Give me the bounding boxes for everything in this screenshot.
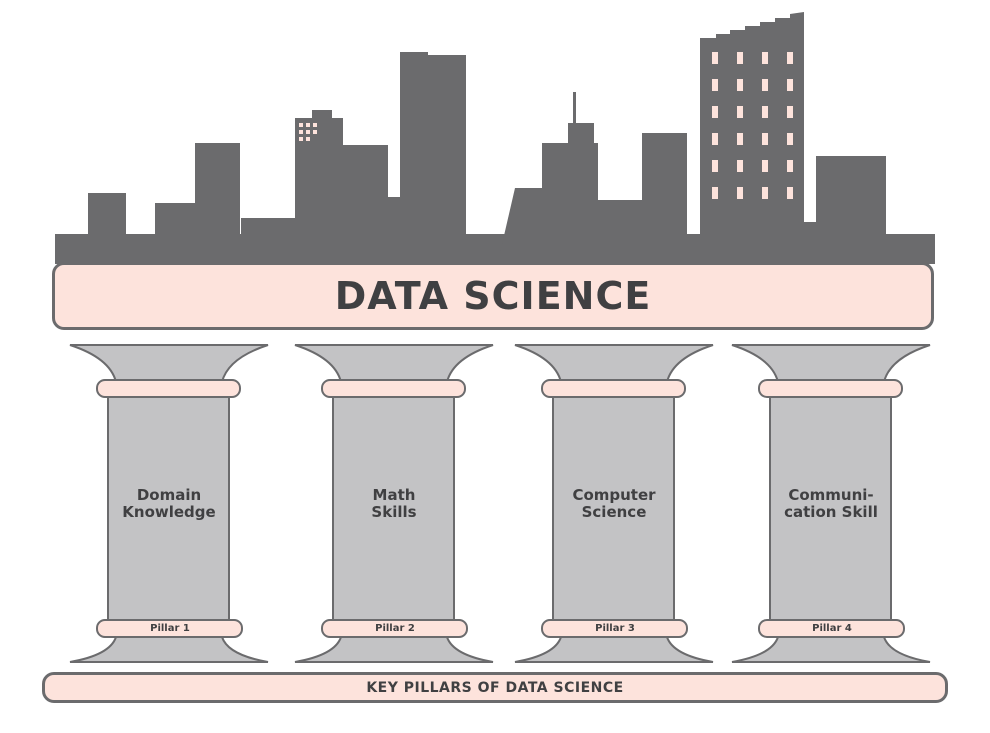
pillar-1-shape [69, 344, 269, 663]
pillar-2-shape [294, 344, 494, 663]
diagram-title: DATA SCIENCE [334, 274, 652, 318]
pillar-3-shape [514, 344, 714, 663]
pillar-3-number: Pillar 3 [595, 623, 635, 634]
title-banner: DATA SCIENCE [52, 262, 934, 330]
pillar-1-label: Domain Knowledge [122, 486, 216, 521]
pillar-2-label: Math Skills [371, 486, 417, 521]
pillar-1-number: Pillar 1 [150, 623, 190, 634]
building-windows-tall [712, 52, 793, 199]
building-windows-small [299, 123, 317, 141]
pillar-4-label: Communi- cation Skill [784, 486, 878, 521]
footer-caption: KEY PILLARS OF DATA SCIENCE [366, 679, 624, 696]
pillar-2-number: Pillar 2 [375, 623, 415, 634]
pillar-4-number: Pillar 4 [812, 623, 852, 634]
footer-banner: KEY PILLARS OF DATA SCIENCE [42, 672, 948, 703]
city-skyline [55, 12, 935, 264]
pillar-4-shape [731, 344, 931, 663]
pillar-3-label: Computer Science [572, 486, 656, 521]
